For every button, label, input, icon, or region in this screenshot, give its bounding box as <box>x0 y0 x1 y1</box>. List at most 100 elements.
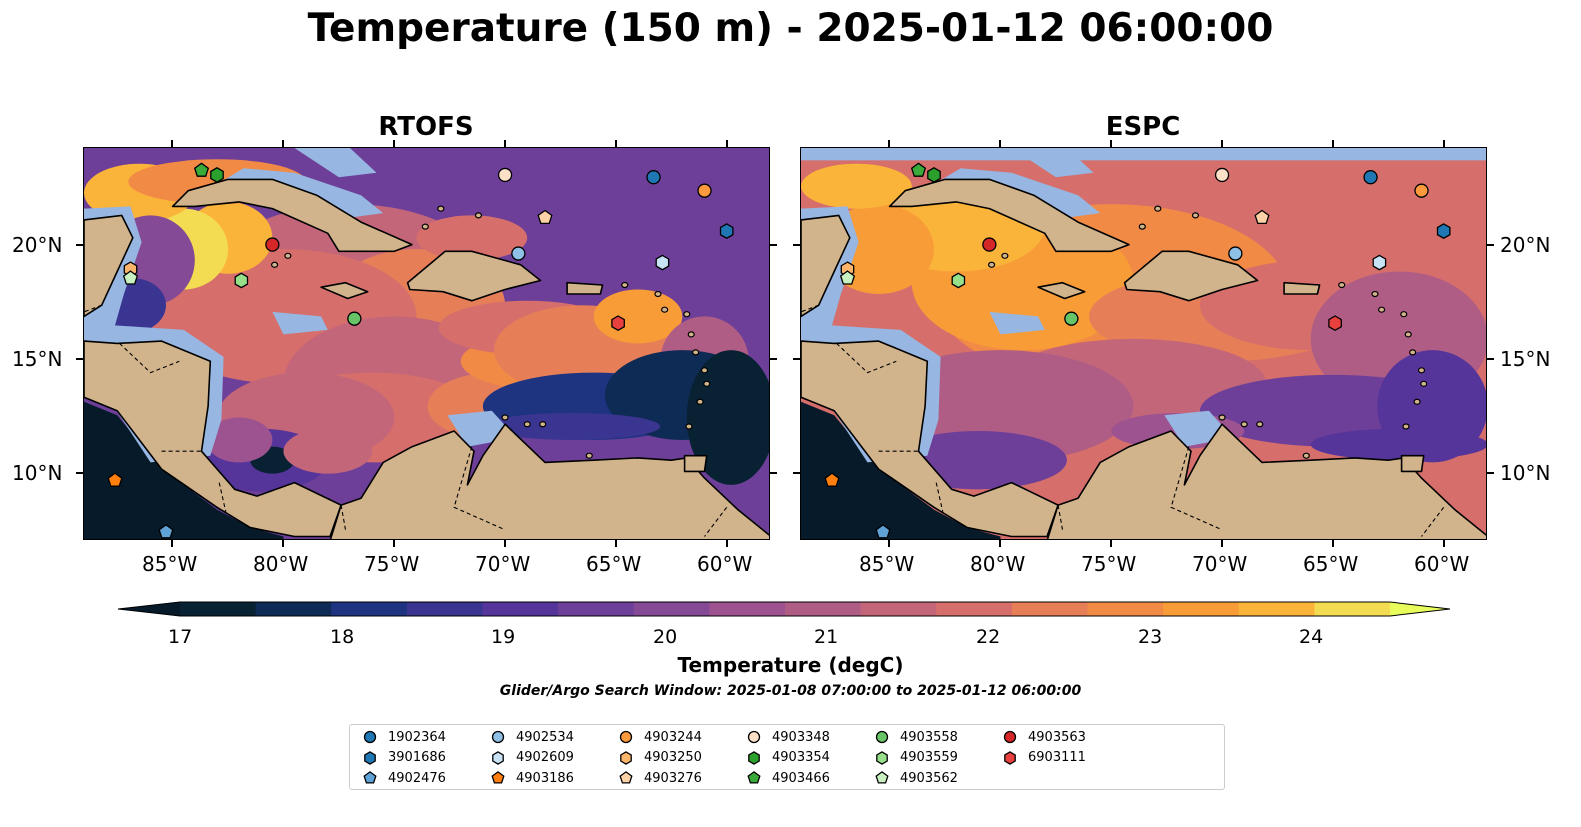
country-border <box>84 304 102 313</box>
colorbar-segment <box>1163 602 1240 616</box>
lon-tick-label: 60°W <box>1414 552 1470 576</box>
legend-label: 4903562 <box>900 770 958 786</box>
legend-item-4903354: 4903354 <box>746 749 830 767</box>
small-island <box>1378 306 1386 313</box>
legend-label: 4903348 <box>772 729 830 745</box>
colorbar-tick-label: 18 <box>330 626 355 648</box>
float-marker-4902609 <box>655 254 670 271</box>
land-cuba <box>888 178 1130 253</box>
colorbar-under-arrow <box>118 602 180 616</box>
colorbar-tick-label: 23 <box>1138 626 1163 648</box>
colorbar-outline <box>117 601 1451 617</box>
small-island <box>700 367 709 374</box>
panel-title-rtofs: RTOFS <box>378 112 474 142</box>
small-island <box>1420 380 1428 387</box>
small-island <box>692 349 700 356</box>
hexagon-marker-icon <box>1004 750 1016 765</box>
legend: 1902364 3901686 4902476 4902534 4902609 49031… <box>349 724 1225 790</box>
float-marker-4903276 <box>1254 209 1270 225</box>
colorbar-segment <box>860 602 937 616</box>
hexagon-marker-icon <box>620 750 632 765</box>
colorbar-segment <box>482 602 559 616</box>
legend-label: 4903186 <box>516 770 574 786</box>
legend-item-4903562: 4903562 <box>874 769 958 787</box>
country-border <box>453 446 506 531</box>
colorbar-segment <box>331 602 408 616</box>
float-marker-1902364 <box>646 170 661 185</box>
legend-label: 3901686 <box>388 750 446 765</box>
colorbar-tick-label: 22 <box>976 626 1001 648</box>
float-marker-3901686 <box>1436 223 1451 239</box>
legend-label: 1902364 <box>388 729 446 745</box>
small-island <box>421 223 429 230</box>
small-island <box>1400 311 1408 318</box>
country-border <box>119 342 180 374</box>
lat-tick-label-left: 10°N <box>12 461 63 485</box>
small-island <box>585 452 593 459</box>
float-marker-4903559 <box>951 272 966 289</box>
float-marker-4903276 <box>537 209 553 225</box>
colorbar-segment <box>709 602 786 616</box>
float-marker-4903558 <box>347 311 362 326</box>
legend-item-4903244: 4903244 <box>618 728 702 746</box>
lon-tick-label: 70°W <box>475 552 531 576</box>
small-island <box>1240 421 1248 428</box>
legend-item-4903186: 4903186 <box>490 769 574 787</box>
lon-tick-label: 75°W <box>364 552 420 576</box>
lon-tick-label: 75°W <box>1081 552 1137 576</box>
float-marker-4903348 <box>1214 167 1230 183</box>
small-island <box>270 261 279 268</box>
no-data-strip <box>801 148 1486 161</box>
small-island <box>437 205 445 212</box>
small-island <box>703 380 711 387</box>
colorbar-segment <box>558 602 635 616</box>
land-cuba <box>171 178 413 253</box>
float-marker-3901686 <box>719 223 734 239</box>
legend-label: 4902609 <box>516 750 574 765</box>
small-island <box>523 421 531 428</box>
legend-item-4903348: 4903348 <box>746 728 830 746</box>
pentagon-marker-icon <box>363 771 377 784</box>
colorbar-segment <box>1011 602 1088 616</box>
small-island <box>687 331 695 338</box>
lat-tick-label-left: 20°N <box>12 233 63 257</box>
colorbar-tick-label: 17 <box>168 626 193 648</box>
panel-title-espc: ESPC <box>1105 112 1181 142</box>
country-border <box>935 482 944 512</box>
hexagon-marker-icon <box>492 750 504 765</box>
lon-tick-label: 65°W <box>1303 552 1359 576</box>
small-island <box>1338 281 1346 289</box>
land-trinidad <box>1400 454 1425 473</box>
country-border <box>704 506 728 537</box>
legend-item-4903466: 4903466 <box>746 769 830 787</box>
legend-item-4902534: 4902534 <box>490 728 574 746</box>
colorbar-segment <box>180 602 257 616</box>
land-trinidad <box>683 454 708 473</box>
colorbar-segment <box>406 602 483 616</box>
small-island <box>474 212 483 219</box>
legend-item-4903276: 4903276 <box>618 769 702 787</box>
lat-tick-label-right: 10°N <box>1500 461 1551 485</box>
lon-tick-label: 65°W <box>586 552 642 576</box>
float-marker-4903466 <box>910 162 927 177</box>
float-marker-4902476 <box>158 524 174 539</box>
shelf-area <box>1011 148 1094 178</box>
lon-tick-label: 80°W <box>970 552 1026 576</box>
legend-label: 4903276 <box>644 770 702 786</box>
small-island <box>987 261 996 268</box>
small-island <box>539 421 547 428</box>
small-island <box>1413 398 1421 405</box>
small-island <box>1001 252 1009 259</box>
float-marker-4902534 <box>1228 246 1243 261</box>
small-island <box>696 398 704 405</box>
small-island <box>1302 452 1310 459</box>
legend-item-4902609: 4902609 <box>490 749 574 767</box>
legend-label: 4903559 <box>900 750 958 765</box>
small-island <box>1417 367 1426 374</box>
land-puertoRico <box>1283 281 1321 295</box>
land-jamaica <box>320 281 369 300</box>
float-marker-4903186 <box>107 472 123 487</box>
float-marker-4903563 <box>982 237 997 252</box>
land-hispaniola <box>1123 250 1259 302</box>
colorbar-label: Temperature (degC) <box>677 653 904 677</box>
